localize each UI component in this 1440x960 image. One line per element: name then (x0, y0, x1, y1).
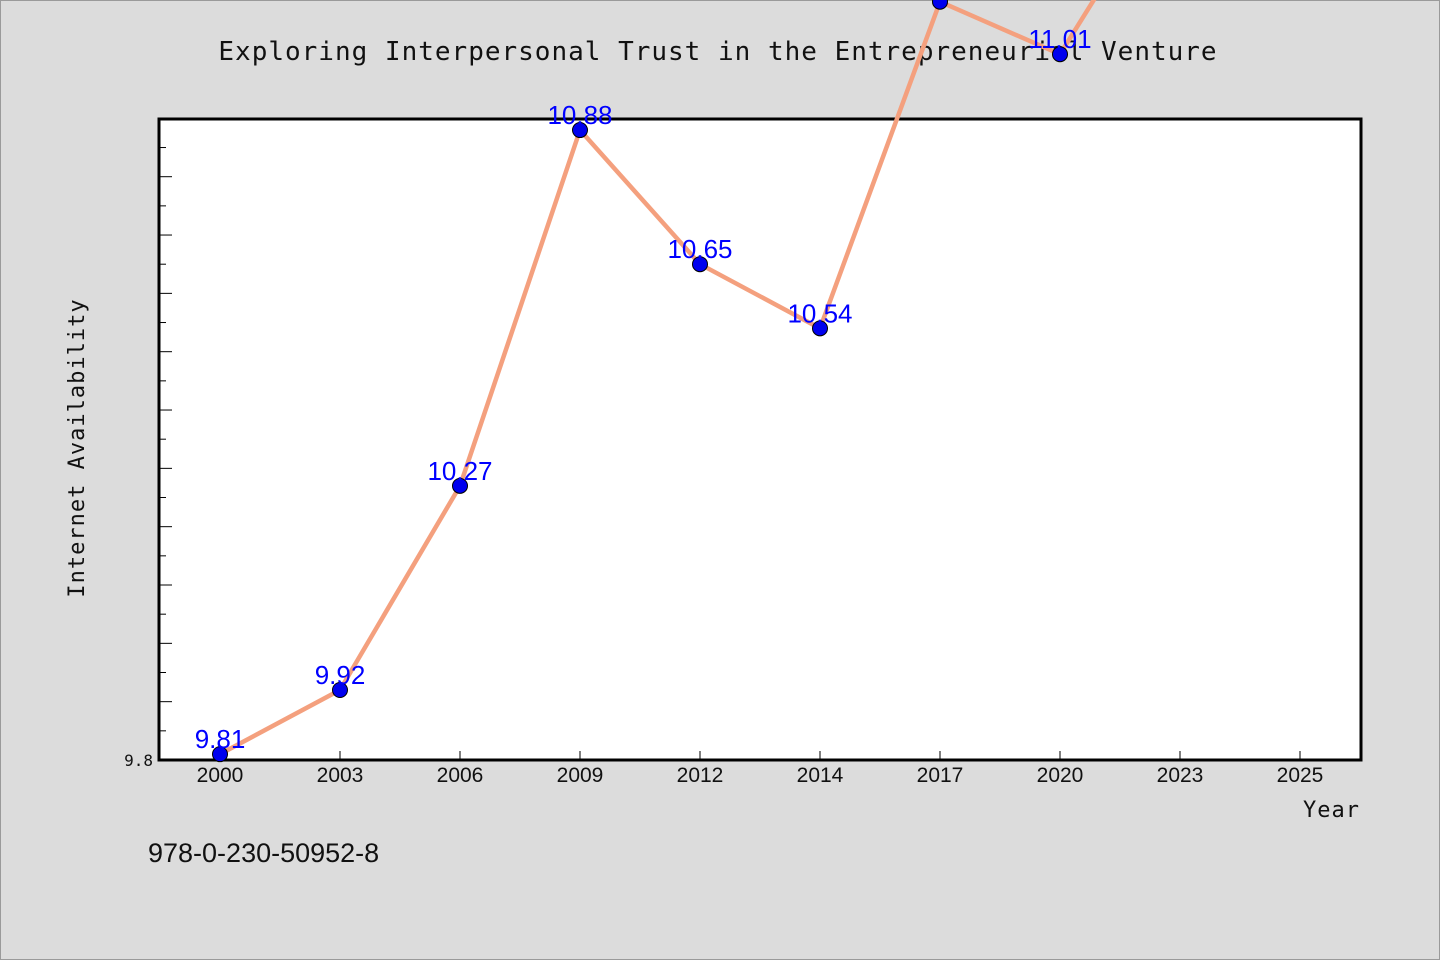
series-line-group (217, 0, 1097, 757)
data-point (452, 477, 468, 494)
data-markers-group (212, 0, 1068, 763)
data-point (212, 746, 228, 763)
y-axis-label: Internet Availability (65, 298, 90, 597)
series-line (217, 0, 1097, 757)
y-tick-label: 9.8 (124, 751, 153, 770)
data-point (572, 122, 588, 139)
isbn-footer: 978-0-230-50952-8 (148, 838, 379, 868)
data-label: 9.81 (195, 724, 246, 754)
data-label: 9.92 (315, 660, 366, 690)
data-label: 10.27 (427, 456, 492, 486)
data-point (332, 682, 348, 699)
x-tick-label: 2012 (677, 764, 724, 787)
x-tick-label: 2014 (797, 764, 844, 787)
x-tick-label: 2023 (1157, 764, 1204, 787)
data-label: 10.88 (547, 100, 612, 130)
data-point (932, 0, 948, 10)
x-tick-label: 2006 (437, 764, 484, 787)
y-axis-ticks: 9.8 (124, 147, 172, 770)
x-tick-label: 2003 (317, 764, 364, 787)
x-tick-label: 2020 (1037, 764, 1084, 787)
x-axis-ticks: 2000 2003 2006 2009 2012 2014 2017 2020 2023 2025 (197, 751, 1324, 787)
data-point (1052, 46, 1068, 63)
data-point (692, 256, 708, 273)
data-label: 11.1 (916, 0, 965, 2)
x-axis-label: Year (1303, 798, 1360, 823)
data-label: 11.01 (1028, 24, 1091, 54)
x-tick-label: 2000 (197, 764, 244, 787)
x-tick-label: 2025 (1277, 764, 1324, 787)
data-point (812, 320, 828, 337)
x-tick-label: 2017 (917, 764, 964, 787)
data-label: 10.65 (667, 234, 732, 264)
data-labels-group: 9.819.9210.2710.8810.6510.5411.111.0111.… (195, 0, 1092, 754)
x-tick-label: 2009 (557, 764, 604, 787)
data-label: 10.54 (787, 298, 852, 328)
